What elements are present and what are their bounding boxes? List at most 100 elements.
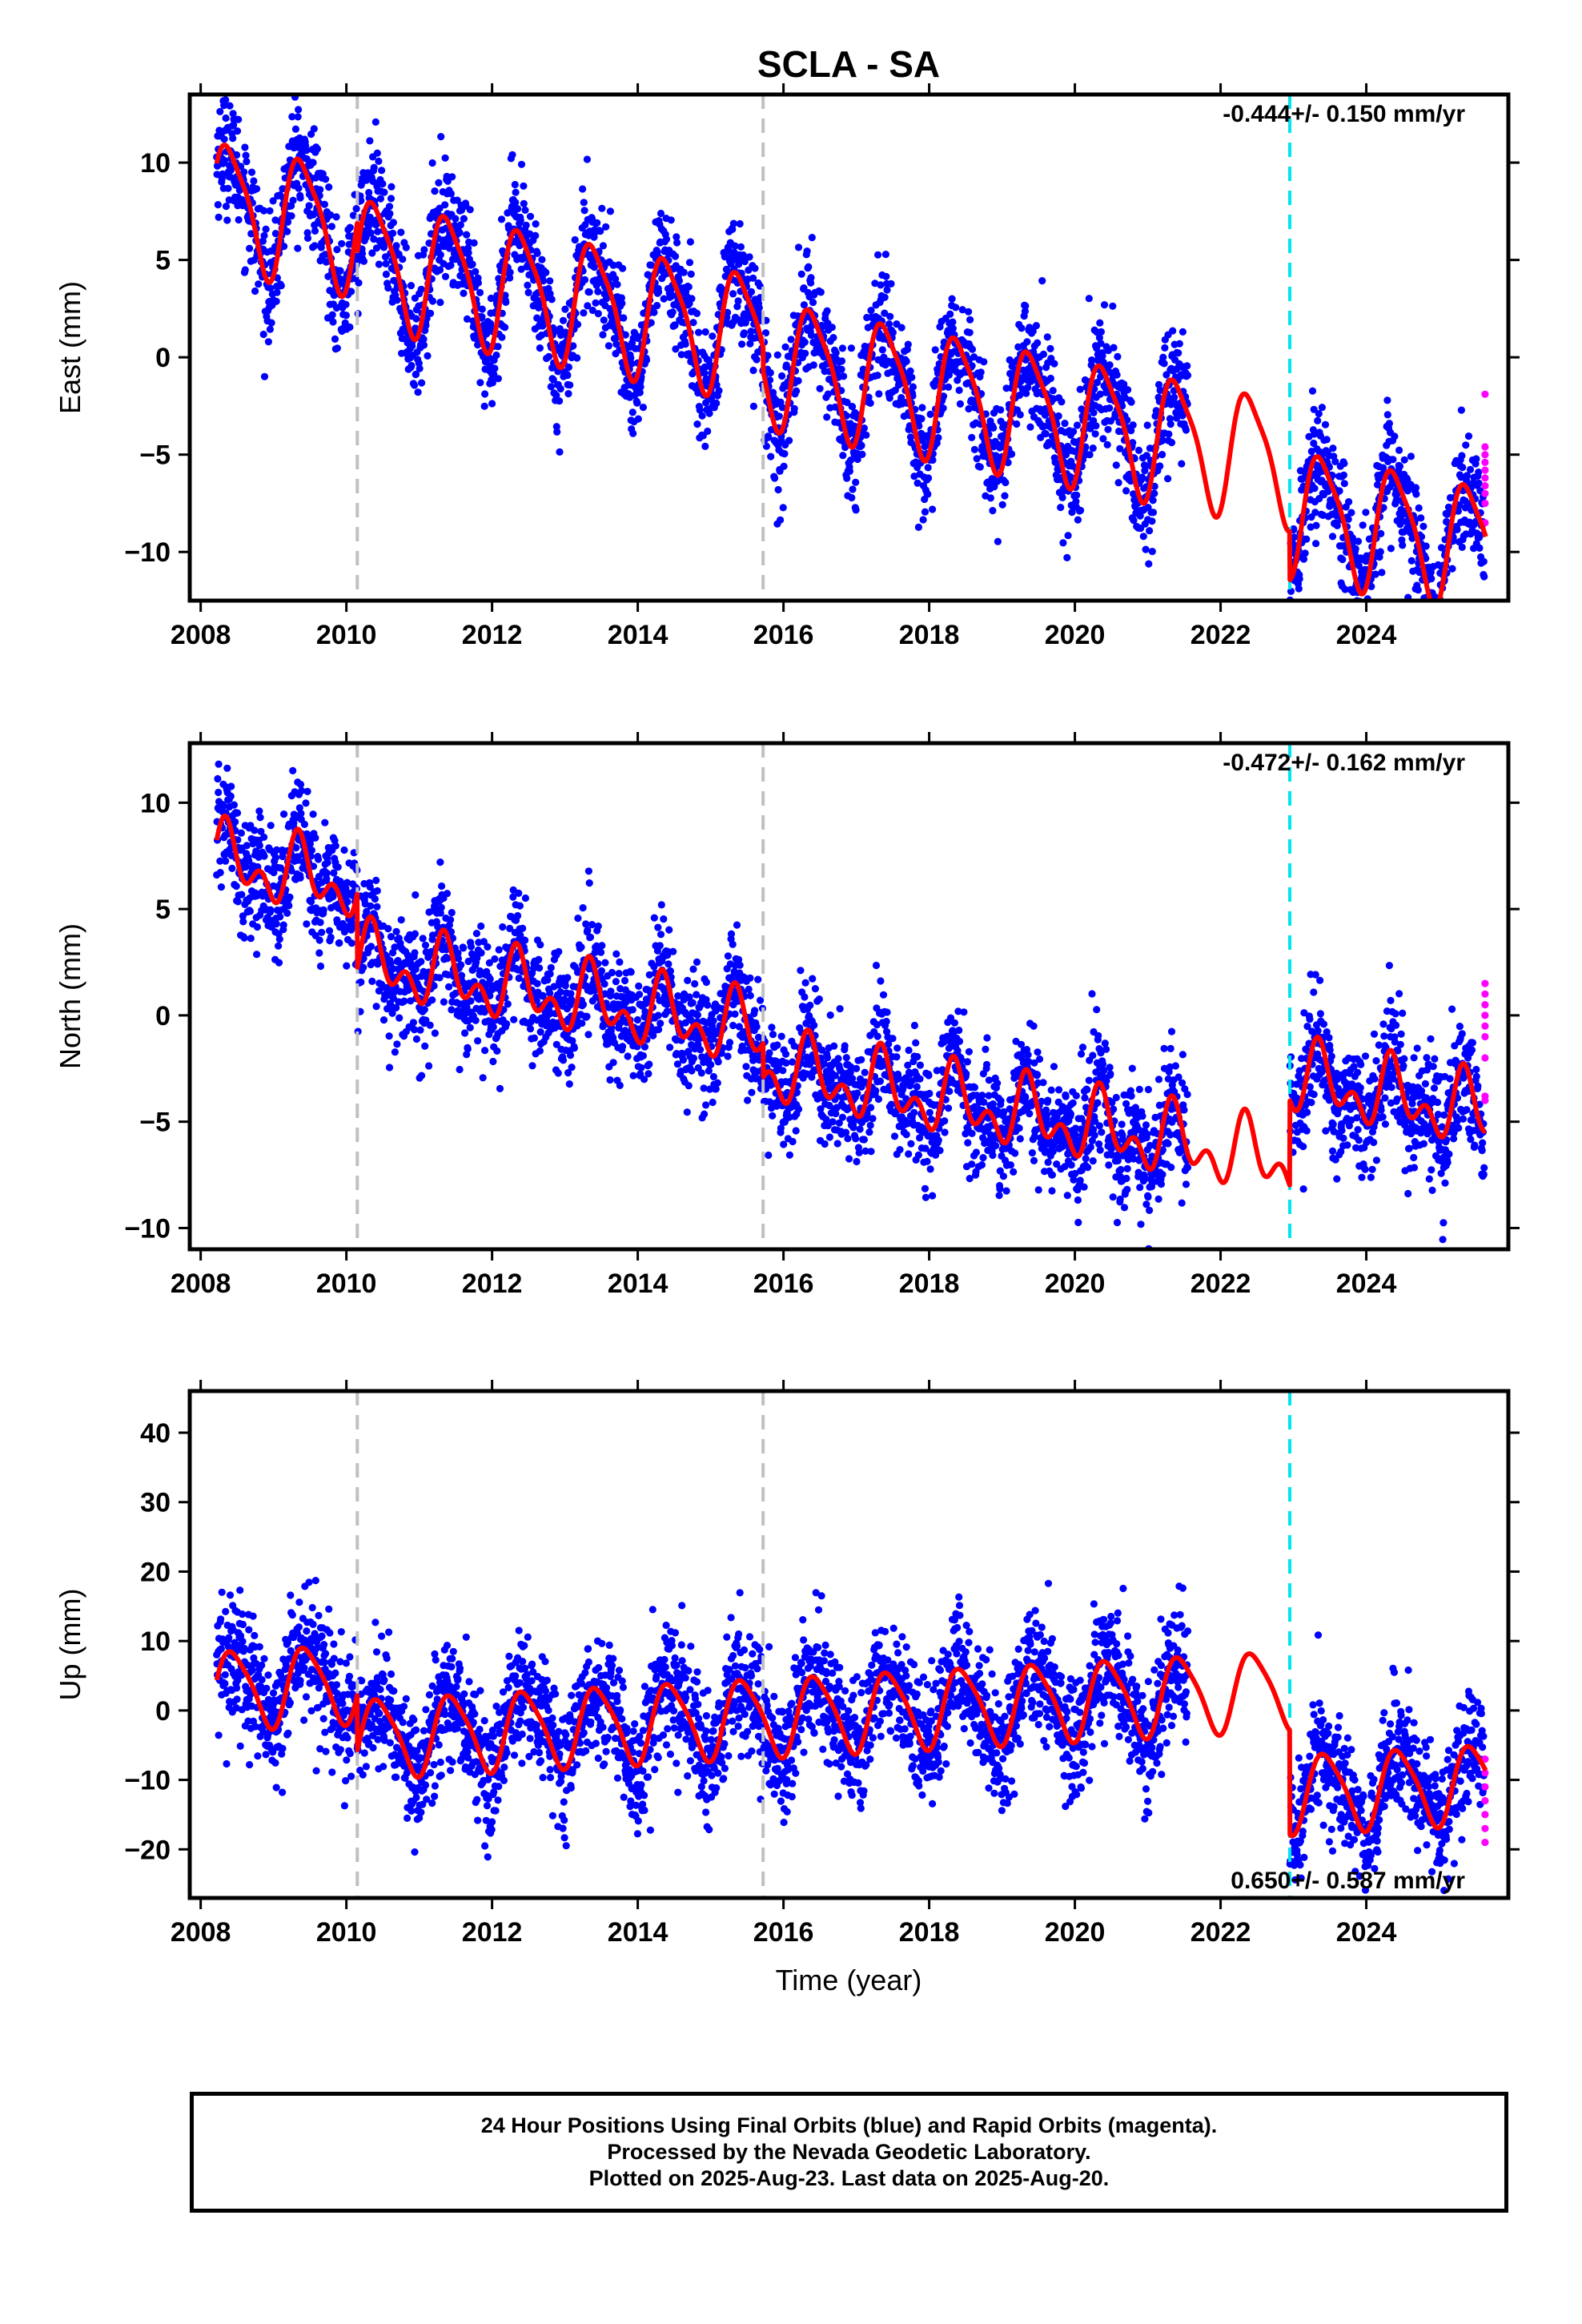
data-point <box>435 179 443 187</box>
data-point <box>226 102 234 110</box>
data-point <box>315 949 323 957</box>
data-point <box>1159 353 1167 361</box>
x-tick-label: 2020 <box>1045 620 1106 650</box>
data-point <box>303 147 311 155</box>
data-point <box>809 299 817 307</box>
data-point <box>794 376 802 385</box>
data-point <box>629 429 637 437</box>
data-point <box>380 188 388 196</box>
data-point <box>524 288 532 296</box>
data-point <box>272 297 280 305</box>
plot-area <box>213 94 1489 696</box>
data-point <box>1315 409 1323 418</box>
data-point <box>1156 462 1164 470</box>
data-point <box>597 948 605 956</box>
data-point <box>441 154 449 162</box>
data-point <box>315 936 323 944</box>
data-point <box>414 388 422 396</box>
data-point <box>609 1059 617 1067</box>
data-point <box>393 296 401 304</box>
data-point <box>570 1044 579 1052</box>
data-point <box>695 328 703 336</box>
data-point <box>1054 412 1062 420</box>
data-point <box>574 915 582 923</box>
data-point <box>243 158 251 166</box>
data-point <box>441 201 449 209</box>
data-point <box>514 205 522 213</box>
data-point <box>599 331 607 339</box>
data-point <box>1347 509 1355 517</box>
data-point <box>619 264 627 272</box>
data-point <box>797 270 805 278</box>
data-point <box>624 1052 632 1060</box>
data-point <box>809 361 817 369</box>
data-point <box>737 243 745 251</box>
data-point <box>934 434 942 442</box>
data-point <box>662 235 671 243</box>
data-point <box>511 180 519 189</box>
data-point <box>1430 689 1437 696</box>
data-point <box>1383 396 1391 404</box>
data-point <box>287 212 295 220</box>
data-point <box>501 324 509 332</box>
data-point <box>556 384 564 393</box>
data-point <box>365 188 373 197</box>
data-point <box>357 196 365 205</box>
data-point <box>370 235 378 243</box>
data-point <box>1295 585 1303 593</box>
data-point <box>253 923 261 931</box>
data-point <box>948 295 956 303</box>
data-point <box>1113 371 1121 379</box>
data-point <box>1070 428 1078 436</box>
data-point <box>1006 356 1014 364</box>
data-point <box>601 959 609 967</box>
data-point <box>989 507 997 515</box>
data-point <box>597 967 606 975</box>
data-point <box>229 135 237 143</box>
data-point <box>289 196 297 204</box>
data-point <box>222 96 230 104</box>
data-point <box>1303 535 1311 543</box>
data-point <box>436 266 444 274</box>
data-point <box>600 980 608 988</box>
data-point <box>520 199 528 207</box>
data-point <box>253 185 261 193</box>
data-point <box>542 268 550 276</box>
data-point <box>294 244 302 252</box>
data-point <box>816 384 824 392</box>
data-point <box>231 818 239 826</box>
data-point <box>397 916 405 924</box>
data-point <box>1395 462 1404 470</box>
data-point <box>1074 516 1082 524</box>
data-point <box>1354 537 1363 545</box>
data-point <box>260 372 269 380</box>
data-point <box>223 764 231 772</box>
data-point <box>628 408 636 416</box>
rapid-point <box>1481 466 1489 474</box>
data-point <box>775 412 783 420</box>
data-point <box>801 338 809 346</box>
data-point <box>685 283 693 291</box>
data-point <box>966 328 974 336</box>
data-point <box>223 216 231 224</box>
data-point <box>427 309 435 317</box>
data-point <box>837 365 845 373</box>
data-point <box>376 195 384 203</box>
data-point <box>521 936 529 944</box>
data-point <box>579 1000 588 1008</box>
rapid-point <box>1481 489 1489 497</box>
data-point <box>327 223 335 231</box>
data-point <box>1160 360 1168 368</box>
data-point <box>1359 521 1367 529</box>
data-point <box>389 229 397 237</box>
data-point <box>1435 654 1443 661</box>
data-point <box>1057 504 1065 512</box>
data-point <box>217 883 225 891</box>
data-point <box>1167 439 1176 447</box>
data-point <box>1058 398 1066 406</box>
data-point <box>656 931 665 939</box>
data-point <box>823 307 831 315</box>
data-point <box>428 297 437 305</box>
data-point <box>230 121 238 129</box>
data-point <box>881 251 889 259</box>
